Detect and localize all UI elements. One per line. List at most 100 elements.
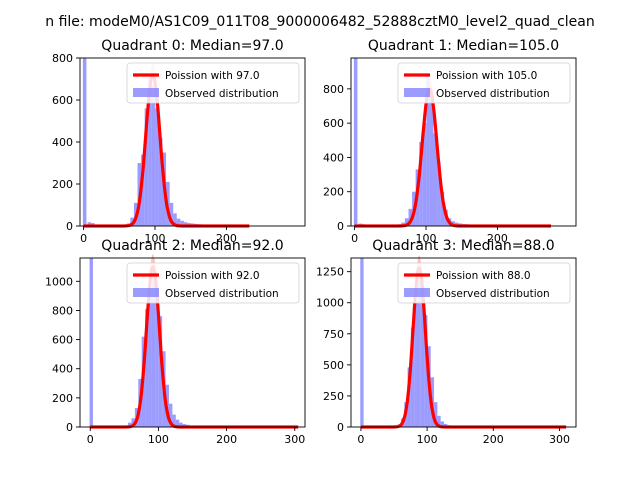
y-tick-label: 500: [323, 359, 344, 372]
histogram-bar: [173, 213, 177, 226]
chart-panel-2: 0 100 200 300 0 200 400 600 800 1000 Quadrant 2: M…: [45, 238, 306, 446]
legend-poisson-label: Poission with 105.0: [436, 70, 537, 82]
histogram-bar: [414, 302, 418, 427]
histogram-bar: [131, 418, 135, 427]
x-tick-label: 100: [416, 232, 437, 245]
y-tick-label: 200: [52, 178, 73, 191]
x-tick-label: 100: [148, 433, 169, 446]
legend-poisson-label: Poission with 88.0: [436, 270, 531, 282]
y-tick-label: 200: [52, 392, 73, 405]
y-tick-label: 1250: [316, 266, 344, 279]
histogram-bar: [420, 290, 425, 427]
x-tick-label: 0: [357, 433, 364, 446]
histogram-bar: [434, 402, 438, 427]
x-tick-label: 200: [216, 232, 237, 245]
x-tick-label: 100: [417, 433, 438, 446]
histogram-bar: [440, 421, 444, 427]
histogram-bar: [180, 220, 184, 226]
histogram-bar: [424, 315, 428, 427]
y-tick-label: 600: [323, 117, 344, 130]
y-tick-label: 0: [66, 421, 73, 434]
histogram-bar: [128, 422, 132, 427]
histogram-bar: [169, 202, 174, 226]
histogram-bar: [158, 137, 163, 226]
histogram-spike-bar: [89, 258, 93, 427]
legend: Poission with 97.0 Observed distribution: [126, 62, 300, 104]
x-tick-label: 200: [483, 433, 504, 446]
histogram-bar: [151, 275, 156, 427]
histogram-bar: [433, 133, 438, 226]
y-tick-label: 600: [52, 334, 73, 347]
histogram-bar: [145, 308, 149, 427]
histogram-bar: [426, 75, 430, 227]
histogram-bar: [158, 316, 163, 427]
legend-hist-label: Observed distribution: [165, 288, 279, 300]
chart-title: Quadrant 1: Median=105.0: [368, 38, 559, 54]
y-tick-label: 400: [323, 151, 344, 164]
legend-poisson-label: Poission with 92.0: [165, 270, 260, 282]
y-tick-label: 600: [52, 94, 73, 107]
chart-panel-0: 0 100 200 0 200 400 600 800 Quadrant 0: Median=9…: [52, 38, 306, 245]
histogram-bar: [176, 218, 181, 226]
legend-box: [397, 62, 571, 104]
legend: Poission with 92.0 Observed distribution: [126, 262, 300, 304]
histogram-bar: [141, 154, 145, 226]
axes-frame: [350, 57, 577, 227]
y-tick-label: 0: [66, 220, 73, 233]
histogram-bar: [172, 414, 176, 427]
histogram-bar: [417, 280, 421, 427]
legend-hist-swatch: [404, 88, 430, 97]
chart-panel-3: 0 100 200 300 0 250 500 750 1000 1250 Quadrant 3: …: [316, 238, 577, 446]
y-tick-label: 0: [337, 220, 344, 233]
histogram-spike-bar: [82, 58, 87, 226]
y-tick-label: 800: [52, 52, 73, 65]
legend-box: [397, 262, 571, 304]
x-tick-label: 0: [351, 232, 358, 245]
legend: Poission with 88.0 Observed distribution: [397, 262, 571, 304]
histogram-bar: [148, 79, 152, 226]
y-tick-label: 250: [323, 390, 344, 403]
chart-title: Quadrant 0: Median=97.0: [101, 38, 283, 54]
histogram-bar: [408, 208, 413, 226]
axes-frame: [350, 257, 577, 428]
histogram-bar: [422, 123, 427, 226]
y-tick-label: 400: [52, 136, 73, 149]
y-tick-label: 1000: [45, 275, 73, 288]
x-tick-label: 200: [216, 433, 237, 446]
legend-poisson-label: Poission with 97.0: [165, 70, 260, 82]
histogram-bar: [404, 218, 409, 226]
x-tick-label: 300: [284, 433, 305, 446]
y-tick-label: 800: [323, 83, 344, 96]
histogram-spike-bar: [353, 58, 358, 226]
chart-title: Quadrant 3: Median=88.0: [372, 238, 554, 254]
axes-frame: [79, 257, 306, 428]
y-tick-label: 1000: [316, 297, 344, 310]
histogram-bar: [183, 222, 188, 226]
histogram-bar: [437, 162, 441, 226]
legend-box: [126, 262, 300, 304]
histogram-bar: [151, 85, 156, 226]
y-tick-label: 400: [52, 363, 73, 376]
legend-hist-label: Observed distribution: [436, 88, 550, 100]
legend-hist-label: Observed distribution: [165, 88, 279, 100]
x-tick-label: 200: [487, 232, 508, 245]
y-tick-label: 800: [52, 304, 73, 317]
x-tick-label: 100: [145, 232, 166, 245]
histogram-bar: [410, 327, 415, 427]
histogram-bar: [87, 222, 92, 226]
histogram-bar: [419, 142, 423, 226]
histogram-bar: [437, 415, 441, 427]
legend-hist-swatch: [133, 288, 159, 297]
legend-hist-label: Observed distribution: [436, 288, 550, 300]
histogram-bar: [440, 191, 445, 226]
chart-panel-1: 0 100 200 0 200 400 600 800 Quadrant 1: Median=1…: [323, 38, 577, 245]
x-tick-label: 0: [87, 433, 94, 446]
poisson-curve: [353, 87, 552, 228]
histogram-bar: [175, 419, 180, 427]
y-tick-label: 0: [337, 421, 344, 434]
x-tick-label: 300: [549, 433, 570, 446]
histogram-bar: [144, 108, 149, 226]
legend-box: [126, 62, 300, 104]
histogram-bar: [429, 94, 434, 226]
